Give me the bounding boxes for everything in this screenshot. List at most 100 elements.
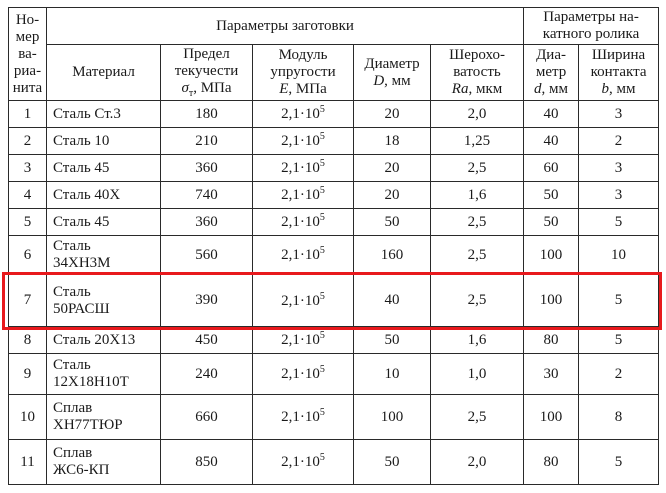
header-roller-diameter-label: Диа- метр: [535, 47, 567, 80]
modulus-exponent: 5: [319, 158, 325, 169]
header-group-roller: Параметры на- катного ролика: [523, 7, 660, 45]
cell-variant-number: 9: [8, 353, 47, 395]
sigma-symbol: σ: [181, 80, 189, 96]
cell-variant-number: 7: [8, 274, 47, 327]
modulus-exponent: 5: [319, 131, 325, 142]
cell-elastic-modulus: 2,1·105: [252, 235, 354, 275]
table-row-3: 3 Сталь 45 360 2,1·105 20 2,5 60 3: [8, 154, 660, 182]
table-row-8: 8 Сталь 20Х13 450 2,1·105 50 1,6 80 5: [8, 326, 660, 354]
header-columns-row: Материал Предел текучести σт, МПа Модуль…: [9, 44, 660, 101]
cell-yield-strength: 240: [160, 353, 253, 395]
modulus-exponent: 5: [319, 452, 325, 463]
table-row-9: 9 Сталь 12Х18Н10Т 240 2,1·105 10 1,0 30 …: [8, 353, 660, 395]
header-modulus-symbol: E, МПа: [256, 81, 350, 98]
header-diameter-label: Диаметр: [364, 55, 420, 72]
modulus-exponent: 5: [319, 245, 325, 256]
cell-roller-diameter: 80: [523, 439, 580, 485]
yield-unit: , МПа: [193, 80, 232, 96]
cell-yield-strength: 180: [160, 100, 253, 128]
cell-variant-number: 4: [8, 181, 47, 209]
cell-roughness: 2,5: [429, 154, 525, 182]
header-diameter-symbol: D, мм: [357, 73, 427, 90]
header-yield-symbol: σт, МПа: [164, 80, 249, 99]
cell-yield-strength: 210: [160, 127, 253, 155]
cell-elastic-modulus: 2,1·105: [252, 181, 354, 209]
roller-diameter-unit: , мм: [541, 81, 569, 97]
header-group-row: Но- мер ва- риа- нита Параметры заготовк…: [8, 7, 660, 101]
variants-table: Но- мер ва- риа- нита Параметры заготовк…: [8, 7, 660, 485]
cell-roughness: 1,0: [429, 353, 525, 395]
cell-yield-strength: 560: [160, 235, 253, 275]
cell-yield-strength: 360: [160, 154, 253, 182]
cell-roller-diameter: 100: [523, 394, 580, 440]
cell-roller-diameter: 100: [523, 235, 580, 275]
modulus-value: 2,1·10: [281, 247, 320, 263]
cell-material: Сталь Ст.3: [46, 100, 161, 128]
cell-yield-strength: 660: [160, 394, 253, 440]
header-variant-number: Но- мер ва- риа- нита: [8, 7, 47, 101]
cell-material: Сплав ЖС6-КП: [46, 439, 161, 485]
cell-roller-diameter: 50: [523, 208, 580, 236]
cell-roughness: 2,0: [429, 439, 525, 485]
table-row-4: 4 Сталь 40Х 740 2,1·105 20 1,6 50 3: [8, 181, 660, 209]
cell-roller-diameter: 80: [523, 326, 580, 354]
cell-variant-number: 3: [8, 154, 47, 182]
modulus-value: 2,1·10: [281, 106, 320, 122]
cell-material: Сталь 45: [46, 154, 161, 182]
modulus-exponent: 5: [319, 185, 325, 196]
b-symbol: b: [601, 81, 610, 97]
cell-yield-strength: 850: [160, 439, 253, 485]
cell-elastic-modulus: 2,1·105: [252, 353, 354, 395]
header-diameter: Диаметр D, мм: [353, 44, 431, 101]
cell-contact-width: 5: [578, 326, 660, 354]
cell-contact-width: 5: [578, 274, 660, 327]
modulus-value: 2,1·10: [281, 160, 320, 176]
modulus-unit: , МПа: [288, 81, 327, 97]
cell-diameter: 100: [353, 394, 431, 440]
cell-contact-width: 10: [578, 235, 660, 275]
table-row-11: 11 Сплав ЖС6-КП 850 2,1·105 50 2,0 80 5: [8, 439, 660, 485]
cell-variant-number: 5: [8, 208, 47, 236]
header-elastic-modulus: Модуль упругости E, МПа: [252, 44, 354, 101]
cell-contact-width: 3: [578, 154, 660, 182]
cell-diameter: 18: [353, 127, 431, 155]
cell-contact-width: 3: [578, 181, 660, 209]
header-roughness: Шерохо- ватость Ra, мкм: [429, 44, 525, 101]
header-contact-width: Ширина контакта b, мм: [578, 44, 660, 101]
cell-diameter: 20: [353, 181, 431, 209]
cell-contact-width: 3: [578, 100, 660, 128]
cell-diameter: 160: [353, 235, 431, 275]
d-symbol: d: [534, 81, 542, 97]
cell-material: Сталь 10: [46, 127, 161, 155]
cell-variant-number: 1: [8, 100, 47, 128]
E-symbol: E: [279, 81, 289, 97]
cell-roughness: 1,6: [429, 181, 525, 209]
header-modulus-label: Модуль упругости: [270, 47, 336, 80]
cell-roughness: 1,25: [429, 127, 525, 155]
cell-roughness: 2,5: [429, 394, 525, 440]
cell-contact-width: 5: [578, 208, 660, 236]
modulus-value: 2,1·10: [281, 187, 320, 203]
cell-roller-diameter: 40: [523, 127, 580, 155]
modulus-exponent: 5: [319, 364, 325, 375]
modulus-value: 2,1·10: [281, 454, 320, 470]
cell-contact-width: 5: [578, 439, 660, 485]
cell-roller-diameter: 60: [523, 154, 580, 182]
roughness-unit: , мкм: [468, 81, 503, 97]
header-roughness-label: Шерохо- ватость: [449, 47, 505, 80]
cell-roughness: 2,5: [429, 274, 525, 327]
cell-elastic-modulus: 2,1·105: [252, 439, 354, 485]
sigma-subscript: т: [188, 88, 194, 99]
cell-roughness: 2,0: [429, 100, 525, 128]
cell-elastic-modulus: 2,1·105: [252, 394, 354, 440]
table-row-1: 1 Сталь Ст.3 180 2,1·105 20 2,0 40 3: [8, 100, 660, 128]
header-yield-label: Предел текучести: [174, 46, 239, 79]
table-row-7: 7 Сталь 50РАСШ 390 2,1·105 40 2,5 100 5: [8, 274, 660, 327]
cell-elastic-modulus: 2,1·105: [252, 100, 354, 128]
cell-material: Сталь 45: [46, 208, 161, 236]
cell-roughness: 2,5: [429, 235, 525, 275]
cell-material: Сталь 20Х13: [46, 326, 161, 354]
D-symbol: D: [373, 72, 385, 89]
modulus-value: 2,1·10: [281, 332, 320, 348]
modulus-exponent: 5: [319, 104, 325, 115]
